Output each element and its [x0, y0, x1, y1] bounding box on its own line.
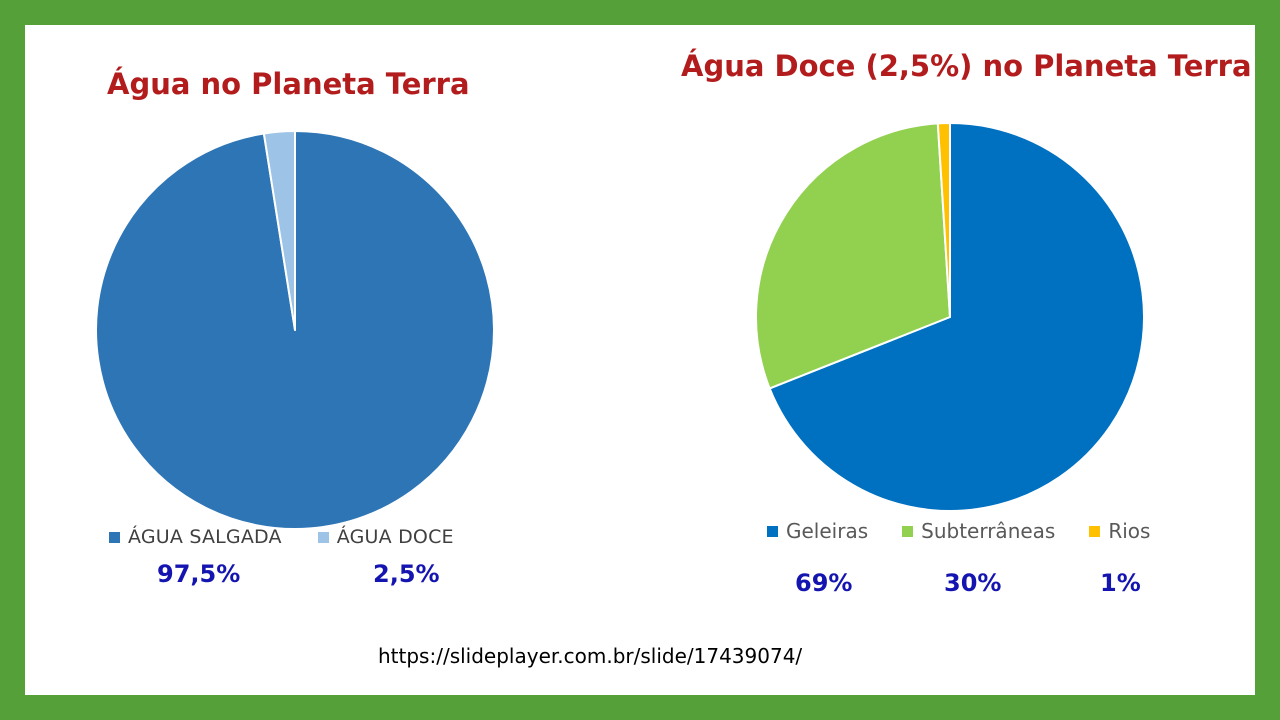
- pie-slice-rios: [936, 122, 951, 318]
- legend-label-agua-doce: ÁGUA DOCE: [336, 526, 454, 548]
- legend-label-geleiras: Geleiras: [786, 519, 869, 543]
- legend-swatch-agua-doce: [317, 531, 329, 543]
- pie-slice-agua-doce: [262, 130, 296, 331]
- data-label-subterraneas: 30%: [944, 569, 1002, 597]
- legend-label-rios: Rios: [1108, 519, 1151, 543]
- pie-slice-geleiras: [768, 122, 1145, 512]
- data-label-geleiras: 69%: [795, 569, 853, 597]
- legend-item-agua-salgada: ÁGUA SALGADA: [109, 526, 282, 548]
- slide: Água no Planeta Terra ÁGUA SALGADA ÁGUA …: [25, 25, 1255, 695]
- chart-title-fresh-water: Água Doce (2,5%) no Planeta Terra: [681, 49, 1252, 83]
- data-label-rios: 1%: [1100, 569, 1141, 597]
- legend-fresh-water: Geleiras Subterrâneas Rios: [767, 519, 1150, 543]
- data-label-agua-doce: 2,5%: [373, 560, 440, 588]
- legend-label-subterraneas: Subterrâneas: [921, 519, 1056, 543]
- data-label-agua-salgada: 97,5%: [157, 560, 241, 588]
- legend-swatch-subterraneas: [902, 525, 914, 537]
- chart-title-water-planet: Água no Planeta Terra: [107, 67, 470, 101]
- legend-item-rios: Rios: [1089, 519, 1150, 543]
- legend-swatch-agua-salgada: [109, 531, 120, 543]
- legend-swatch-rios: [1089, 525, 1101, 537]
- legend-item-geleiras: Geleiras: [767, 519, 868, 543]
- pie-chart-fresh-water: [755, 122, 1145, 512]
- legend-item-agua-doce: ÁGUA DOCE: [317, 526, 454, 548]
- pie-slice-subterraneas: [755, 122, 951, 390]
- legend-water-planet: ÁGUA SALGADA ÁGUA DOCE: [109, 526, 454, 548]
- legend-item-subterraneas: Subterrâneas: [902, 519, 1055, 543]
- source-link[interactable]: https://slideplayer.com.br/slide/1743907…: [378, 644, 803, 668]
- legend-swatch-geleiras: [767, 525, 778, 537]
- legend-label-agua-salgada: ÁGUA SALGADA: [128, 526, 282, 548]
- pie-chart-water-planet: [95, 130, 495, 530]
